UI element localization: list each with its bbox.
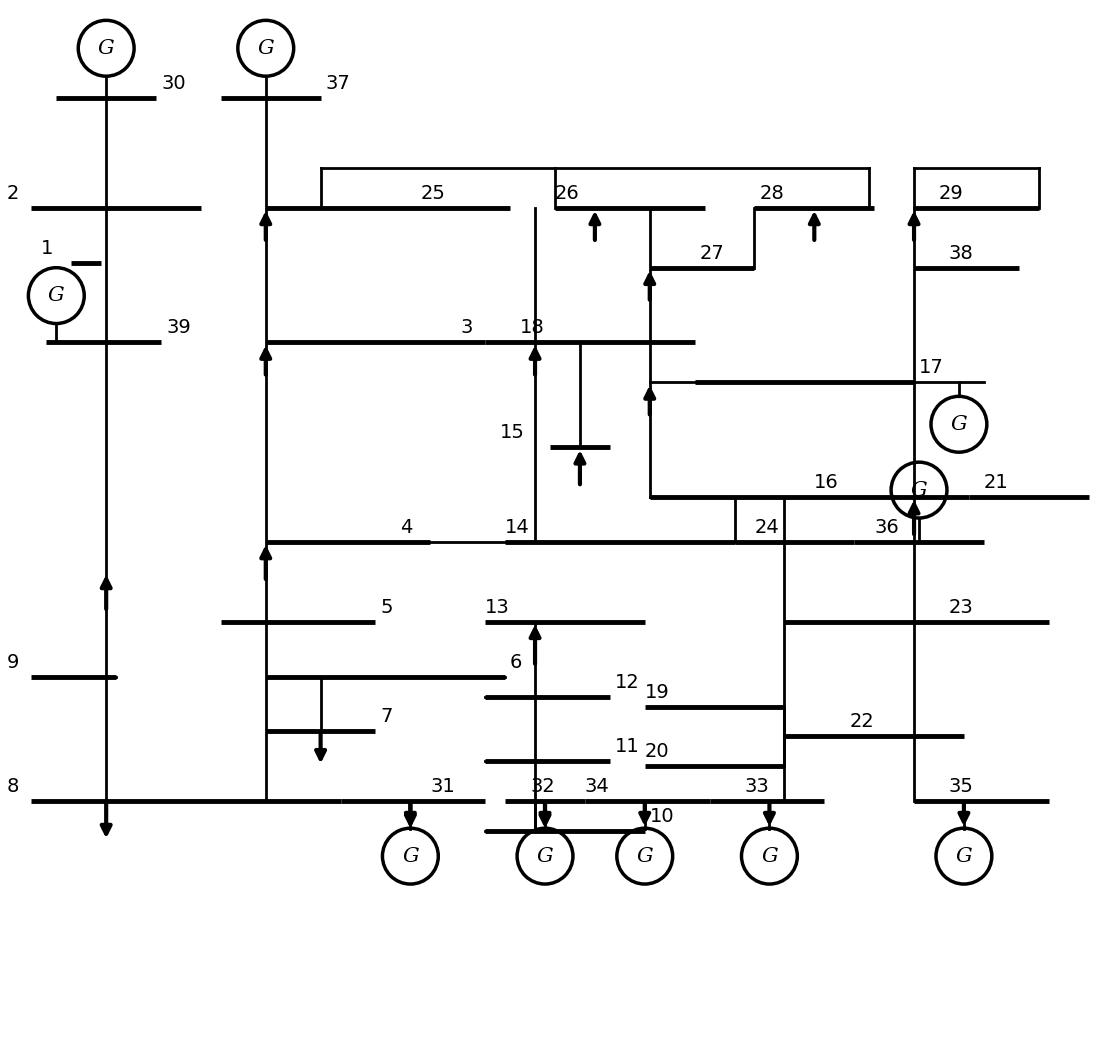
- Text: 11: 11: [615, 737, 639, 756]
- Text: 14: 14: [505, 518, 530, 537]
- Text: G: G: [402, 847, 419, 866]
- Text: 17: 17: [919, 359, 943, 378]
- Text: G: G: [955, 847, 972, 866]
- Text: 16: 16: [814, 473, 839, 492]
- Text: 34: 34: [585, 777, 609, 796]
- Text: 12: 12: [615, 672, 639, 691]
- Text: 33: 33: [745, 777, 769, 796]
- Text: 2: 2: [7, 184, 19, 203]
- Text: 29: 29: [939, 184, 964, 203]
- Text: 36: 36: [874, 518, 899, 537]
- Text: G: G: [48, 286, 65, 305]
- Text: 21: 21: [984, 473, 1008, 492]
- Text: 15: 15: [500, 423, 525, 442]
- Text: 18: 18: [520, 319, 544, 338]
- Text: 9: 9: [7, 652, 19, 671]
- Text: 3: 3: [461, 319, 473, 338]
- Text: 25: 25: [420, 184, 445, 203]
- Text: 35: 35: [949, 777, 974, 796]
- Text: G: G: [910, 481, 928, 500]
- Text: 28: 28: [759, 184, 785, 203]
- Text: 39: 39: [166, 319, 191, 338]
- Text: 20: 20: [645, 743, 669, 762]
- Text: 10: 10: [650, 807, 674, 826]
- Text: G: G: [258, 39, 274, 58]
- Text: 22: 22: [850, 712, 874, 731]
- Text: 30: 30: [161, 74, 185, 94]
- Text: 13: 13: [485, 598, 510, 616]
- Text: 19: 19: [645, 683, 670, 702]
- Text: 23: 23: [949, 598, 974, 616]
- Text: 1: 1: [42, 239, 54, 258]
- Text: 38: 38: [949, 244, 974, 263]
- Text: G: G: [951, 414, 968, 433]
- Text: 4: 4: [400, 518, 413, 537]
- Text: 26: 26: [555, 184, 580, 203]
- Text: 32: 32: [530, 777, 554, 796]
- Text: 37: 37: [325, 74, 350, 94]
- Text: 8: 8: [7, 777, 19, 796]
- Text: G: G: [537, 847, 553, 866]
- Text: G: G: [637, 847, 653, 866]
- Text: 7: 7: [380, 707, 392, 727]
- Text: 6: 6: [510, 652, 522, 671]
- Text: 5: 5: [380, 598, 393, 616]
- Text: 31: 31: [430, 777, 455, 796]
- Text: 27: 27: [700, 244, 724, 263]
- Text: G: G: [98, 39, 115, 58]
- Text: 24: 24: [755, 518, 779, 537]
- Text: G: G: [761, 847, 778, 866]
